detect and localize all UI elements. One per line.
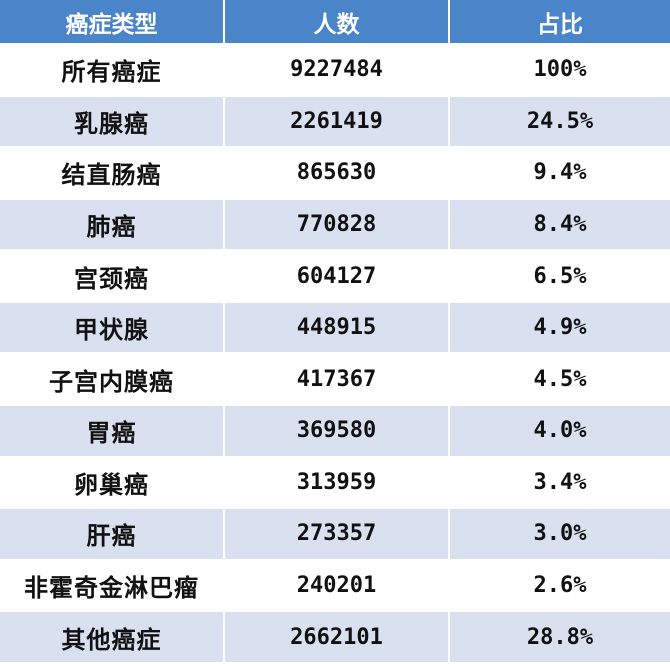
count-cell: 369580 bbox=[225, 406, 450, 458]
count-cell: 865630 bbox=[225, 148, 450, 200]
percent-cell: 3.0% bbox=[450, 509, 670, 561]
count-cell: 2662101 bbox=[225, 612, 450, 664]
header-percent: 占比 bbox=[450, 0, 670, 45]
count-cell: 273357 bbox=[225, 509, 450, 561]
count-cell: 604127 bbox=[225, 251, 450, 303]
percent-cell: 4.0% bbox=[450, 406, 670, 458]
percent-cell: 24.5% bbox=[450, 96, 670, 149]
count-cell: 448915 bbox=[225, 302, 450, 355]
cancer-type-cell: 肝癌 bbox=[0, 509, 225, 561]
cancer-type-cell: 乳腺癌 bbox=[0, 96, 225, 149]
percent-cell: 28.8% bbox=[450, 612, 670, 664]
count-cell: 417367 bbox=[225, 354, 450, 407]
count-cell: 9227484 bbox=[225, 45, 450, 97]
cancer-type-cell: 甲状腺 bbox=[0, 302, 225, 355]
percent-cell: 6.5% bbox=[450, 251, 670, 303]
percent-cell: 4.9% bbox=[450, 302, 670, 355]
percent-cell: 2.6% bbox=[450, 560, 670, 613]
cancer-type-cell: 结直肠癌 bbox=[0, 148, 225, 200]
percent-cell: 4.5% bbox=[450, 354, 670, 407]
header-cancer-type: 癌症类型 bbox=[0, 0, 225, 45]
percent-cell: 3.4% bbox=[450, 457, 670, 510]
cancer-type-cell: 卵巢癌 bbox=[0, 457, 225, 510]
percent-cell: 100% bbox=[450, 45, 670, 97]
percent-cell: 8.4% bbox=[450, 199, 670, 252]
cancer-type-cell: 其他癌症 bbox=[0, 612, 225, 664]
count-cell: 770828 bbox=[225, 199, 450, 252]
cancer-type-cell: 肺癌 bbox=[0, 199, 225, 252]
count-cell: 240201 bbox=[225, 560, 450, 613]
cancer-type-cell: 胃癌 bbox=[0, 406, 225, 458]
cancer-type-cell: 所有癌症 bbox=[0, 45, 225, 97]
cancer-type-cell: 非霍奇金淋巴瘤 bbox=[0, 560, 225, 613]
cancer-type-cell: 宫颈癌 bbox=[0, 251, 225, 303]
count-cell: 313959 bbox=[225, 457, 450, 510]
cancer-type-cell: 子宫内膜癌 bbox=[0, 354, 225, 407]
header-count: 人数 bbox=[225, 0, 450, 45]
percent-cell: 9.4% bbox=[450, 148, 670, 200]
count-cell: 2261419 bbox=[225, 96, 450, 149]
